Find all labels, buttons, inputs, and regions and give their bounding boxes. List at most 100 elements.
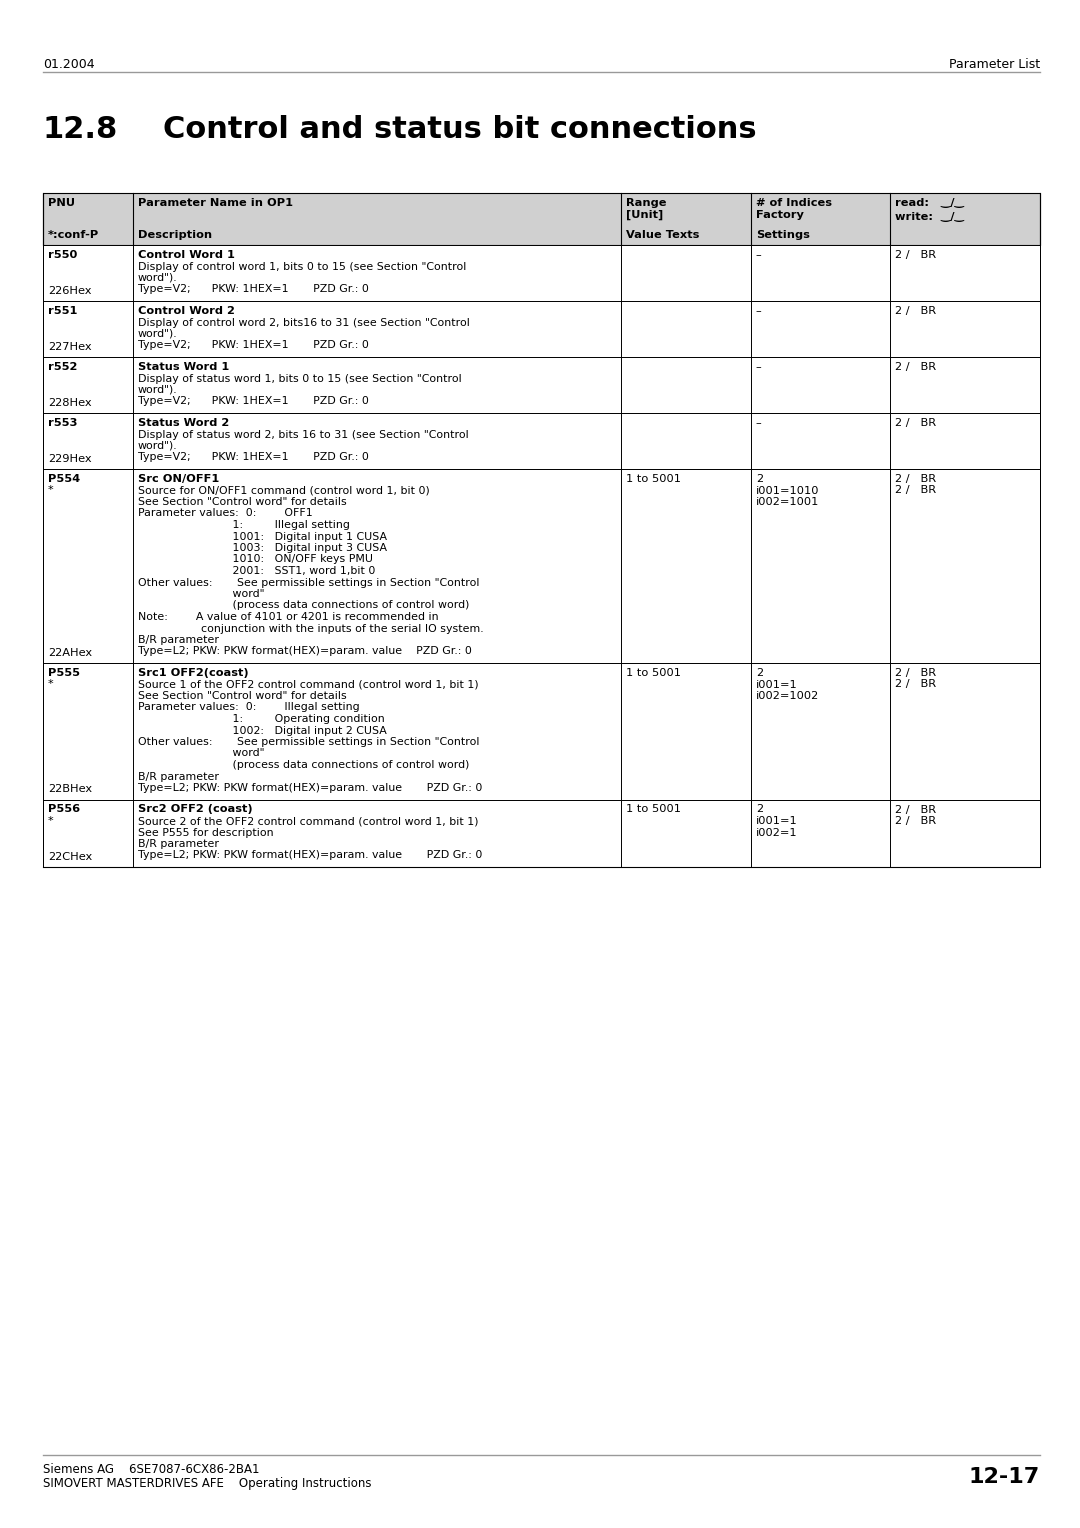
Text: r550: r550	[48, 251, 78, 260]
Text: i002=1001: i002=1001	[756, 497, 820, 507]
Text: word").: word").	[138, 274, 177, 283]
Text: Source 1 of the OFF2 control command (control word 1, bit 1): Source 1 of the OFF2 control command (co…	[138, 680, 478, 689]
Text: 1001:   Digital input 1 CUSA: 1001: Digital input 1 CUSA	[138, 532, 387, 541]
Text: –: –	[756, 251, 761, 260]
Text: 1003:   Digital input 3 CUSA: 1003: Digital input 3 CUSA	[138, 542, 387, 553]
Text: conjunction with the inputs of the serial IO system.: conjunction with the inputs of the seria…	[138, 623, 484, 634]
Text: i002=1002: i002=1002	[756, 691, 819, 701]
Text: Status Word 1: Status Word 1	[138, 362, 229, 371]
Text: SIMOVERT MASTERDRIVES AFE    Operating Instructions: SIMOVERT MASTERDRIVES AFE Operating Inst…	[43, 1478, 372, 1490]
Text: (process data connections of control word): (process data connections of control wor…	[138, 759, 469, 770]
Text: Type=L2; PKW: PKW format(HEX)=param. value       PZD Gr.: 0: Type=L2; PKW: PKW format(HEX)=param. val…	[138, 851, 482, 860]
Text: i002=1: i002=1	[756, 828, 797, 837]
Text: Type=V2;      PKW: 1HEX=1       PZD Gr.: 0: Type=V2; PKW: 1HEX=1 PZD Gr.: 0	[138, 284, 368, 295]
Text: Display of status word 1, bits 0 to 15 (see Section "Control: Display of status word 1, bits 0 to 15 (…	[138, 373, 461, 384]
Text: r553: r553	[48, 419, 78, 428]
Text: word").: word").	[138, 442, 177, 451]
Text: 2 /   BR: 2 / BR	[895, 474, 936, 484]
Text: Status Word 2: Status Word 2	[138, 419, 229, 428]
Text: 12.8: 12.8	[43, 115, 118, 144]
Text: Src ON/OFF1: Src ON/OFF1	[138, 474, 219, 484]
Text: (process data connections of control word): (process data connections of control wor…	[138, 601, 469, 611]
Text: PNU: PNU	[48, 199, 75, 208]
Text: word").: word").	[138, 385, 177, 396]
Text: 226Hex: 226Hex	[48, 286, 92, 296]
Bar	[43, 358, 1040, 413]
Text: 2 /   BR: 2 / BR	[895, 251, 936, 260]
Text: Source for ON/OFF1 command (control word 1, bit 0): Source for ON/OFF1 command (control word…	[138, 486, 430, 495]
Text: 1002:   Digital input 2 CUSA: 1002: Digital input 2 CUSA	[138, 726, 387, 735]
Text: 1 to 5001: 1 to 5001	[626, 474, 681, 484]
Text: Value Texts: Value Texts	[626, 231, 700, 240]
Text: P554: P554	[48, 474, 80, 484]
Text: *: *	[48, 680, 54, 689]
Text: Type=V2;      PKW: 1HEX=1       PZD Gr.: 0: Type=V2; PKW: 1HEX=1 PZD Gr.: 0	[138, 396, 368, 406]
Text: r552: r552	[48, 362, 78, 371]
Text: 1 to 5001: 1 to 5001	[626, 668, 681, 678]
Bar	[43, 663, 1040, 799]
Text: See Section "Control word" for details: See Section "Control word" for details	[138, 691, 347, 701]
Text: i001=1: i001=1	[756, 816, 798, 827]
Text: 1:         Illegal setting: 1: Illegal setting	[138, 520, 350, 530]
Text: *: *	[48, 486, 54, 495]
Text: 2: 2	[756, 805, 762, 814]
Text: Factory: Factory	[756, 209, 804, 220]
Text: word": word"	[138, 588, 265, 599]
Bar	[43, 301, 1040, 358]
Text: 12-17: 12-17	[969, 1467, 1040, 1487]
Text: Parameter values:  0:        OFF1: Parameter values: 0: OFF1	[138, 509, 312, 518]
Text: P556: P556	[48, 805, 80, 814]
Bar	[43, 193, 1040, 244]
Text: Description: Description	[138, 231, 212, 240]
Text: [Unit]: [Unit]	[626, 209, 663, 220]
Text: –: –	[756, 419, 761, 428]
Text: 2 /   BR: 2 / BR	[895, 362, 936, 371]
Text: Control Word 2: Control Word 2	[138, 306, 234, 316]
Text: Type=L2; PKW: PKW format(HEX)=param. value    PZD Gr.: 0: Type=L2; PKW: PKW format(HEX)=param. val…	[138, 646, 472, 657]
Text: *:conf-P: *:conf-P	[48, 231, 99, 240]
Text: 01.2004: 01.2004	[43, 58, 95, 70]
Text: i001=1010: i001=1010	[756, 486, 820, 495]
Text: write:  ‿/‿: write: ‿/‿	[895, 212, 964, 223]
Text: Display of control word 1, bits 0 to 15 (see Section "Control: Display of control word 1, bits 0 to 15 …	[138, 261, 467, 272]
Text: See Section "Control word" for details: See Section "Control word" for details	[138, 497, 347, 507]
Text: Type=L2; PKW: PKW format(HEX)=param. value       PZD Gr.: 0: Type=L2; PKW: PKW format(HEX)=param. val…	[138, 782, 482, 793]
Text: B/R parameter: B/R parameter	[138, 772, 219, 781]
Text: 2 /   BR: 2 / BR	[895, 419, 936, 428]
Bar	[43, 469, 1040, 663]
Text: Note:        A value of 4101 or 4201 is recommended in: Note: A value of 4101 or 4201 is recomme…	[138, 613, 438, 622]
Text: *: *	[48, 816, 54, 827]
Text: B/R parameter: B/R parameter	[138, 839, 219, 850]
Text: 2 /   BR: 2 / BR	[895, 668, 936, 678]
Text: Siemens AG    6SE7087-6CX86-2BA1: Siemens AG 6SE7087-6CX86-2BA1	[43, 1462, 259, 1476]
Text: B/R parameter: B/R parameter	[138, 636, 219, 645]
Text: –: –	[756, 306, 761, 316]
Text: 2 /   BR: 2 / BR	[895, 816, 936, 827]
Bar	[43, 413, 1040, 469]
Text: Type=V2;      PKW: 1HEX=1       PZD Gr.: 0: Type=V2; PKW: 1HEX=1 PZD Gr.: 0	[138, 341, 368, 350]
Text: 2 /   BR: 2 / BR	[895, 805, 936, 814]
Text: Source 2 of the OFF2 control command (control word 1, bit 1): Source 2 of the OFF2 control command (co…	[138, 816, 478, 827]
Text: –: –	[756, 362, 761, 371]
Text: See P555 for description: See P555 for description	[138, 828, 273, 837]
Text: 22BHex: 22BHex	[48, 784, 92, 795]
Text: read:   ‿/‿: read: ‿/‿	[895, 199, 964, 208]
Text: Display of control word 2, bits16 to 31 (see Section "Control: Display of control word 2, bits16 to 31 …	[138, 318, 470, 327]
Bar	[43, 244, 1040, 301]
Text: 2 /   BR: 2 / BR	[895, 306, 936, 316]
Text: Other values:       See permissible settings in Section "Control: Other values: See permissible settings i…	[138, 578, 480, 587]
Text: 2: 2	[756, 668, 762, 678]
Text: 227Hex: 227Hex	[48, 342, 92, 351]
Text: Display of status word 2, bits 16 to 31 (see Section "Control: Display of status word 2, bits 16 to 31 …	[138, 429, 469, 440]
Text: Range: Range	[626, 199, 666, 208]
Text: 1010:   ON/OFF keys PMU: 1010: ON/OFF keys PMU	[138, 555, 373, 564]
Text: Type=V2;      PKW: 1HEX=1       PZD Gr.: 0: Type=V2; PKW: 1HEX=1 PZD Gr.: 0	[138, 452, 368, 463]
Text: 22CHex: 22CHex	[48, 853, 92, 862]
Text: Parameter Name in OP1: Parameter Name in OP1	[138, 199, 293, 208]
Text: 22AHex: 22AHex	[48, 648, 92, 659]
Text: 1:         Operating condition: 1: Operating condition	[138, 714, 384, 724]
Text: 228Hex: 228Hex	[48, 397, 92, 408]
Text: 2: 2	[756, 474, 762, 484]
Text: Parameter List: Parameter List	[949, 58, 1040, 70]
Text: Src2 OFF2 (coast): Src2 OFF2 (coast)	[138, 805, 253, 814]
